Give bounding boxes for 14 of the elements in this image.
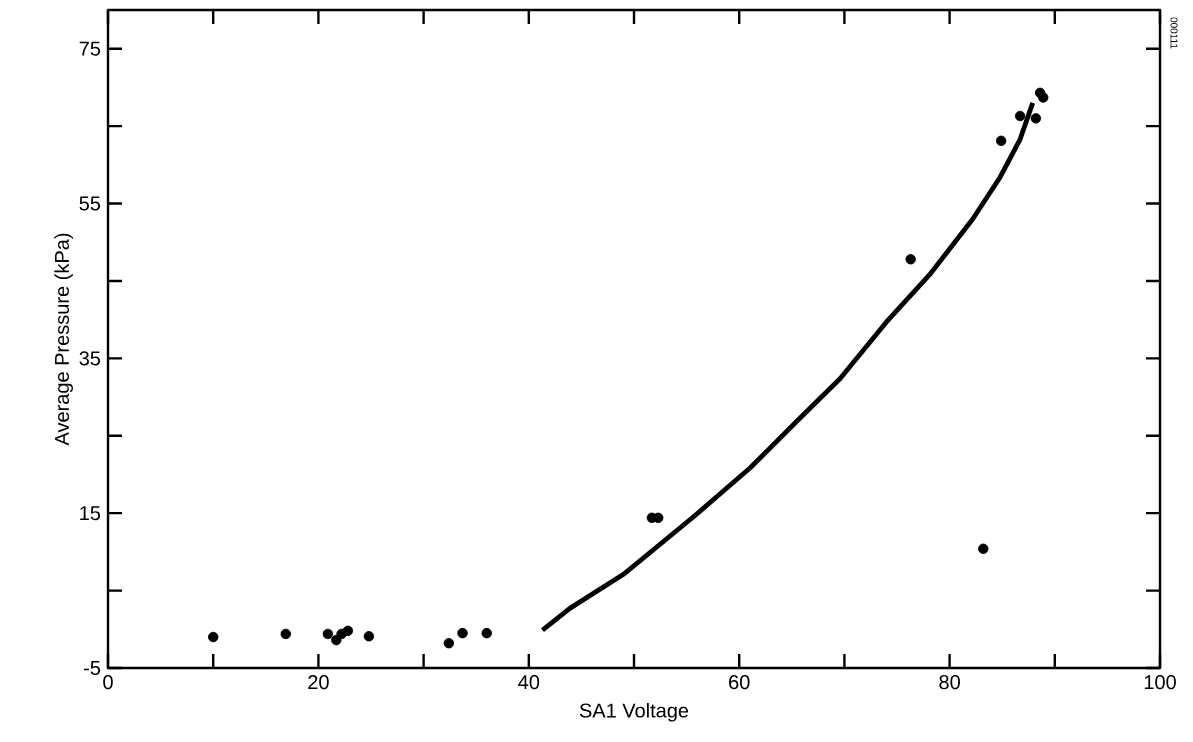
text: 000111 xyxy=(1170,17,1178,49)
y-tick-label: 55 xyxy=(79,196,101,211)
x-tick-label: 60 xyxy=(729,675,750,690)
x-tick-label: 20 xyxy=(308,675,329,690)
x-tick-label: 40 xyxy=(518,675,540,690)
x-tick-label: 0 xyxy=(103,675,113,690)
y-axis-title: Average Pressure (kPa) xyxy=(54,233,73,446)
x-tick-label: 80 xyxy=(939,675,960,690)
y-tick-label: -5 xyxy=(84,661,101,675)
x-axis-title: SA1 Voltage xyxy=(579,702,689,722)
y-tick-label: 75 xyxy=(79,41,101,56)
x-tick-label: 100 xyxy=(1144,675,1176,690)
y-tick-label: 15 xyxy=(80,506,101,521)
y-tick-label: 35 xyxy=(79,351,101,366)
